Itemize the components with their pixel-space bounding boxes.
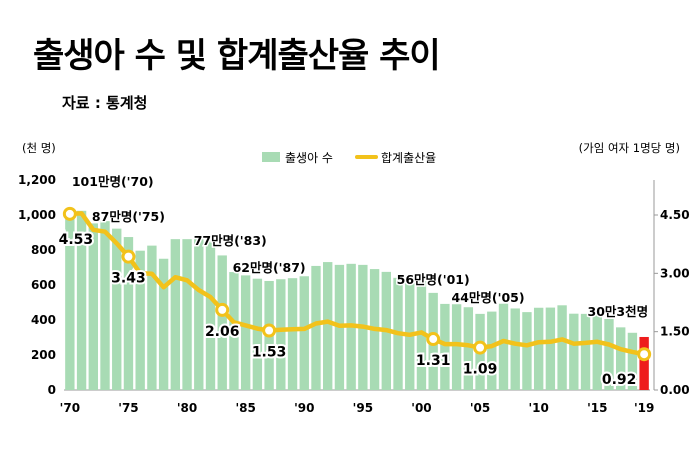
left-tick-label: 1,000 xyxy=(18,208,56,222)
x-tick-label: '75 xyxy=(118,401,138,415)
bar xyxy=(240,275,251,390)
bar xyxy=(616,327,626,390)
x-tick-label: '00 xyxy=(411,401,431,415)
bar xyxy=(569,313,579,390)
rate-value-label: 1.53 xyxy=(252,345,287,361)
rate-marker xyxy=(637,347,652,362)
bar xyxy=(158,258,169,390)
bar xyxy=(205,241,216,390)
rate-value-label: 1.09 xyxy=(463,362,498,378)
bar xyxy=(299,276,309,390)
source-note: 자료 : 통계청 xyxy=(62,94,148,112)
left-tick-label: 0 xyxy=(48,383,56,397)
x-tick-label: '70 xyxy=(60,401,80,415)
bar xyxy=(76,210,87,390)
rate-value-label: 2.06 xyxy=(205,324,240,340)
rate-value-label: 0.92 xyxy=(602,372,637,388)
bar xyxy=(510,308,520,390)
right-tick-label: 0.00 xyxy=(660,383,690,397)
bar xyxy=(533,307,544,390)
x-tick-label: '19 xyxy=(634,401,654,415)
bar xyxy=(182,239,192,390)
bar xyxy=(123,237,134,390)
births-annotation: 101만명('70) xyxy=(72,174,154,189)
legend-bars-swatch xyxy=(262,152,280,162)
bar xyxy=(323,262,333,390)
bar xyxy=(252,278,263,390)
bar xyxy=(229,272,239,390)
x-tick-label: '05 xyxy=(470,401,490,415)
bar-highlight xyxy=(639,336,649,390)
bar xyxy=(170,239,181,390)
page-title: 출생아 수 및 합계출산율 추이 xyxy=(33,36,441,76)
x-tick-label: '95 xyxy=(353,401,373,415)
bar xyxy=(557,305,567,390)
left-tick-label: 600 xyxy=(31,278,56,292)
bar xyxy=(604,318,614,390)
bar xyxy=(65,213,75,390)
left-tick-label: 200 xyxy=(31,348,56,362)
bar xyxy=(451,304,462,390)
left-tick-label: 400 xyxy=(31,313,56,327)
bar xyxy=(580,313,591,390)
births-annotation: 77만명('83) xyxy=(194,233,267,248)
right-axis-unit: (가임 여자 1명당 명) xyxy=(579,141,680,155)
rate-value-label: 3.43 xyxy=(111,271,146,287)
right-tick-label: 3.00 xyxy=(660,266,690,280)
bar xyxy=(522,312,532,390)
births-annotation: 62만명('87) xyxy=(233,260,306,275)
rate-marker xyxy=(262,323,277,338)
bar xyxy=(627,332,638,390)
x-tick-label: '15 xyxy=(587,401,607,415)
left-tick-label: 800 xyxy=(31,243,56,257)
bar xyxy=(100,221,110,390)
bar xyxy=(463,307,474,390)
bar xyxy=(276,279,286,390)
births-annotation: 56만명('01) xyxy=(397,272,470,287)
left-tick-label: 1,200 xyxy=(18,173,56,187)
x-tick-label: '90 xyxy=(294,401,314,415)
births-annotation: 87만명('75) xyxy=(92,209,165,224)
bar xyxy=(147,245,157,390)
bar xyxy=(498,303,509,390)
births-annotation: 30만3천명 xyxy=(588,304,649,319)
rate-value-label: 1.31 xyxy=(416,353,451,369)
x-tick-label: '80 xyxy=(177,401,197,415)
right-tick-label: 1.50 xyxy=(660,325,690,339)
rate-value-label: 4.53 xyxy=(59,232,94,248)
right-tick-label: 4.50 xyxy=(660,208,690,222)
rate-marker xyxy=(215,302,230,317)
rate-marker xyxy=(473,340,488,355)
bar xyxy=(88,223,98,390)
bar xyxy=(194,238,204,390)
fertility-rate-line xyxy=(67,211,647,357)
rate-marker xyxy=(121,249,136,264)
bar xyxy=(592,313,602,390)
legend-line-label: 합계출산율 xyxy=(381,151,436,165)
bar xyxy=(287,278,298,390)
x-tick-label: '10 xyxy=(528,401,548,415)
bar xyxy=(217,255,227,390)
bar xyxy=(135,250,145,390)
rate-marker xyxy=(62,206,77,221)
x-tick-label: '85 xyxy=(235,401,255,415)
left-axis-unit: (천 명) xyxy=(22,141,56,155)
bar xyxy=(545,307,556,390)
births-annotation: 44만명('05) xyxy=(452,290,525,305)
rate-marker xyxy=(426,332,441,347)
bar xyxy=(311,265,321,390)
bar xyxy=(440,303,450,390)
legend-bars-label: 출생아 수 xyxy=(285,151,333,165)
bar xyxy=(487,311,497,390)
bar xyxy=(112,228,122,390)
